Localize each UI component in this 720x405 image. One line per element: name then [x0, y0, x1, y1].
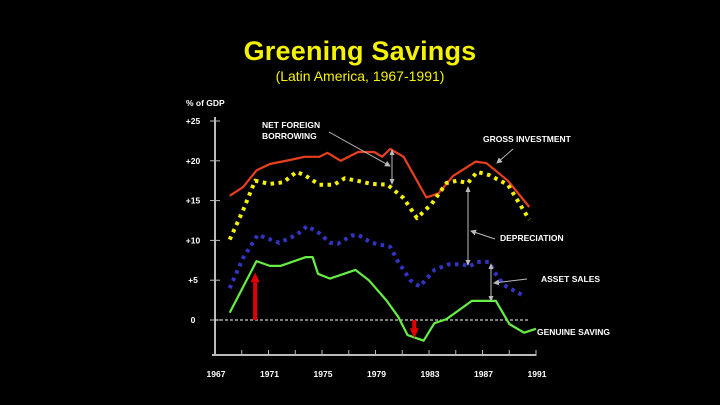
series-line-net-saving-after-depreciation — [227, 224, 524, 298]
red-arrow-shaft — [412, 320, 417, 329]
gross-investment-pointer — [496, 148, 514, 164]
x-tick-label: 1979 — [367, 369, 386, 379]
series-line-gross-investment — [229, 147, 531, 208]
red-arrow-shaft — [253, 282, 258, 320]
asset-sales-range-arrow-head-top — [488, 263, 494, 269]
chart-title: Greening Savings — [243, 36, 477, 66]
y-tick-label: +10 — [186, 235, 201, 245]
y-tick-label: 0 — [191, 315, 196, 325]
annotation-gross-investment-label: GROSS INVESTMENT — [483, 134, 572, 144]
y-tick-label: +25 — [186, 116, 201, 126]
annotation-net-foreign-borrowing-label: BORROWING — [262, 131, 317, 141]
y-tick-label: +15 — [186, 196, 201, 206]
y-tick-label: +5 — [188, 275, 198, 285]
red-arrow-head — [250, 272, 260, 283]
annotation-net-foreign-borrowing-label: NET FOREIGN — [262, 120, 320, 130]
axes: +25 +20 +15 +10 +5 0 1967 1971 1975 1979 1983 1987 1… — [186, 116, 547, 379]
x-tick-label: 1983 — [421, 369, 440, 379]
red-arrow-down — [409, 320, 419, 339]
annotation-genuine-saving-label: GENUINE SAVING — [537, 327, 610, 337]
x-tick-label: 1991 — [528, 369, 547, 379]
depreciation-pointer — [470, 229, 496, 240]
depreciation-range-arrow-head-bottom — [465, 260, 471, 266]
net-foreign-borrowing-range-arrow-head-top — [389, 149, 395, 155]
depreciation-range-arrow-head-top — [465, 186, 471, 192]
series-group — [227, 147, 537, 342]
asset-sales-pointer — [493, 278, 528, 286]
chart-subtitle: (Latin America, 1967-1991) — [275, 68, 445, 84]
net-foreign-borrowing-range-arrow-head-bottom — [389, 179, 395, 185]
y-axis-label: % of GDP — [186, 98, 225, 108]
x-tick-label: 1987 — [474, 369, 493, 379]
annotation-asset-sales-label: ASSET SALES — [541, 274, 600, 284]
net-foreign-borrowing-pointer — [328, 131, 391, 167]
x-tick-label: 1975 — [314, 369, 333, 379]
x-tick-label: 1971 — [260, 369, 279, 379]
red-arrow-head — [409, 328, 419, 339]
highlight-arrows — [250, 272, 419, 339]
annotation-depreciation-label: DEPRECIATION — [500, 233, 564, 243]
y-tick-label: +20 — [186, 156, 201, 166]
series-line-net-foreign-borrowing-gross-investment-less-this — [227, 169, 532, 241]
series-line-genuine-saving — [228, 256, 537, 342]
asset-sales-range-arrow-head-bottom — [488, 296, 494, 302]
red-arrow-up — [250, 272, 260, 320]
x-tick-label: 1967 — [207, 369, 226, 379]
